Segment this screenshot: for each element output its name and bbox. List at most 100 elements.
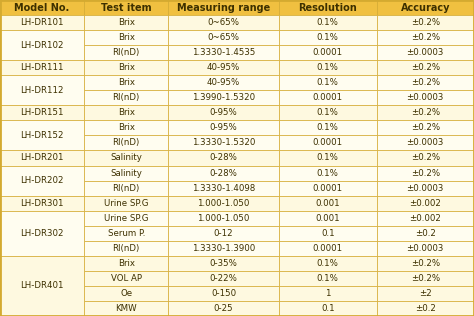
Text: 0-25: 0-25 [214, 304, 234, 313]
Bar [279, 15, 376, 30]
Text: 0.1%: 0.1% [317, 274, 339, 283]
Bar [376, 136, 474, 150]
Bar [168, 136, 279, 150]
Bar [376, 75, 474, 90]
Bar [376, 15, 474, 30]
Bar [0, 0, 84, 15]
Bar [0, 256, 84, 316]
Text: ±0.0003: ±0.0003 [407, 48, 444, 57]
Bar [168, 15, 279, 30]
Text: ±0.2: ±0.2 [415, 229, 436, 238]
Bar [168, 30, 279, 45]
Text: 0.1%: 0.1% [317, 259, 339, 268]
Bar [168, 45, 279, 60]
Bar [279, 301, 376, 316]
Text: 0-28%: 0-28% [210, 168, 237, 178]
Text: Urine SP.G: Urine SP.G [104, 214, 148, 223]
Bar [376, 286, 474, 301]
Text: ±0.0003: ±0.0003 [407, 244, 444, 253]
Text: 0-35%: 0-35% [210, 259, 237, 268]
Bar [84, 211, 168, 226]
Text: 0.1%: 0.1% [317, 168, 339, 178]
Bar [279, 105, 376, 120]
Text: 1.000-1.050: 1.000-1.050 [198, 214, 250, 223]
Bar [84, 90, 168, 105]
Text: Resolution: Resolution [299, 3, 357, 13]
Bar [0, 166, 84, 196]
Bar [168, 105, 279, 120]
Bar [0, 75, 84, 105]
Text: VOL AP: VOL AP [111, 274, 142, 283]
Text: ±0.0003: ±0.0003 [407, 93, 444, 102]
Text: ±2: ±2 [419, 289, 432, 298]
Text: 0-150: 0-150 [211, 289, 236, 298]
Text: Brix: Brix [118, 63, 135, 72]
Text: Serum P.: Serum P. [108, 229, 145, 238]
Bar [84, 226, 168, 241]
Bar [376, 166, 474, 180]
Text: 1.3330-1.4098: 1.3330-1.4098 [192, 184, 255, 192]
Text: Oe: Oe [120, 289, 132, 298]
Bar [0, 150, 84, 166]
Bar [376, 271, 474, 286]
Text: Accuracy: Accuracy [401, 3, 450, 13]
Text: 0.001: 0.001 [316, 199, 340, 208]
Bar [279, 271, 376, 286]
Text: RI(nD): RI(nD) [112, 93, 140, 102]
Bar [168, 226, 279, 241]
Bar [279, 196, 376, 211]
Bar [0, 196, 84, 211]
Text: LH-DR101: LH-DR101 [20, 18, 64, 27]
Bar [84, 301, 168, 316]
Bar [279, 0, 376, 15]
Bar [168, 211, 279, 226]
Text: Brix: Brix [118, 124, 135, 132]
Text: ±0.0003: ±0.0003 [407, 184, 444, 192]
Bar [0, 105, 84, 120]
Bar [84, 180, 168, 196]
Text: 1.3330-1.3900: 1.3330-1.3900 [192, 244, 255, 253]
Text: Brix: Brix [118, 78, 135, 87]
Bar [168, 60, 279, 75]
Text: Salinity: Salinity [110, 168, 142, 178]
Text: 0.0001: 0.0001 [313, 93, 343, 102]
Text: 0.001: 0.001 [316, 214, 340, 223]
Text: 0.1%: 0.1% [317, 108, 339, 117]
Bar [376, 0, 474, 15]
Bar [168, 196, 279, 211]
Bar [0, 211, 84, 256]
Bar [279, 136, 376, 150]
Bar [376, 301, 474, 316]
Bar [168, 90, 279, 105]
Bar [0, 60, 84, 75]
Text: ±0.002: ±0.002 [410, 214, 441, 223]
Bar [376, 60, 474, 75]
Text: ±0.2%: ±0.2% [410, 274, 440, 283]
Text: 0-12: 0-12 [214, 229, 234, 238]
Text: 0.1: 0.1 [321, 229, 335, 238]
Text: LH-DR152: LH-DR152 [20, 131, 64, 140]
Bar [168, 286, 279, 301]
Bar [279, 45, 376, 60]
Text: 1.3990-1.5320: 1.3990-1.5320 [192, 93, 255, 102]
Bar [168, 271, 279, 286]
Text: 0.1%: 0.1% [317, 78, 339, 87]
Bar [0, 15, 84, 30]
Text: Test item: Test item [101, 3, 152, 13]
Text: LH-DR102: LH-DR102 [20, 41, 64, 50]
Text: LH-DR112: LH-DR112 [20, 86, 64, 95]
Text: ±0.2%: ±0.2% [410, 124, 440, 132]
Text: 0.0001: 0.0001 [313, 48, 343, 57]
Text: 0~65%: 0~65% [208, 33, 240, 42]
Bar [279, 166, 376, 180]
Text: Brix: Brix [118, 18, 135, 27]
Text: LH-DR401: LH-DR401 [20, 282, 64, 290]
Text: RI(nD): RI(nD) [112, 138, 140, 148]
Bar [376, 120, 474, 136]
Bar [84, 105, 168, 120]
Text: Brix: Brix [118, 259, 135, 268]
Text: ±0.2: ±0.2 [415, 304, 436, 313]
Bar [84, 120, 168, 136]
Bar [279, 226, 376, 241]
Bar [84, 166, 168, 180]
